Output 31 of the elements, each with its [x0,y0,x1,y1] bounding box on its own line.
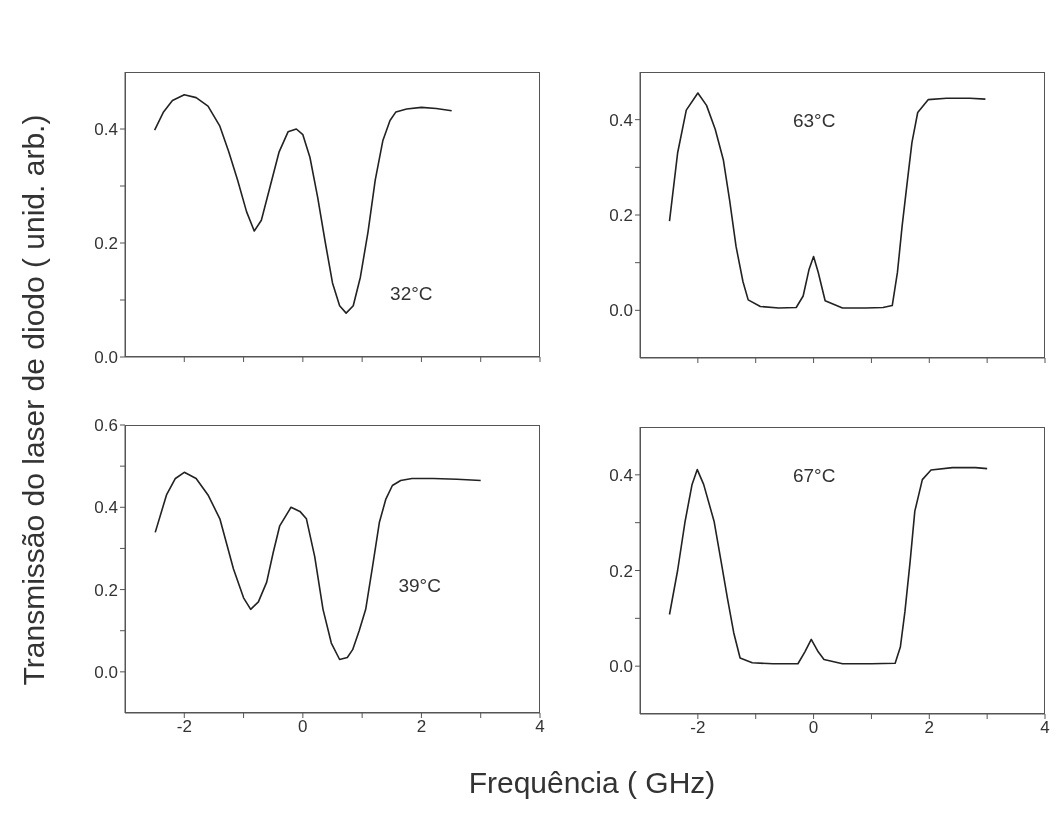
y-tick-label: 0.2 [609,206,633,226]
y-tick-label: 0.2 [94,580,118,600]
y-axis-title: Transmissão do laser de diodo ( unid. arb.) [17,114,51,686]
annotation: 32°C [390,283,433,306]
annotation: 39°C [398,575,441,598]
line-series [154,471,482,661]
x-tick-label: 4 [1040,718,1050,738]
y-tick-label: 0.4 [609,110,633,130]
y-tick-label: 0.0 [94,348,118,368]
x-tick-label: 2 [924,718,935,738]
y-tick-label: 0.0 [94,662,118,682]
y-tick-label: 0.4 [94,120,118,140]
x-tick-label: -2 [690,718,706,738]
annotation: 63°C [792,109,836,132]
x-tick-label: 0 [298,717,308,737]
y-tick-label: 0.4 [94,498,118,518]
x-tick-label: 2 [416,717,427,737]
y-tick-label: 0.2 [94,234,118,254]
x-tick-label: -2 [176,717,192,737]
y-tick-label: 0.6 [94,416,118,436]
line-series [153,94,453,314]
y-tick-label: 0.4 [609,465,633,485]
line-series [668,466,988,665]
x-axis-title: Frequência ( GHz) [468,766,716,800]
x-tick-label: 4 [535,717,545,737]
y-tick-label: 0.0 [609,657,633,677]
annotation: 67°C [792,464,836,487]
line-series [668,92,987,309]
y-tick-label: 0.0 [609,301,633,321]
x-tick-label: 0 [808,718,819,738]
y-tick-label: 0.2 [609,561,633,581]
